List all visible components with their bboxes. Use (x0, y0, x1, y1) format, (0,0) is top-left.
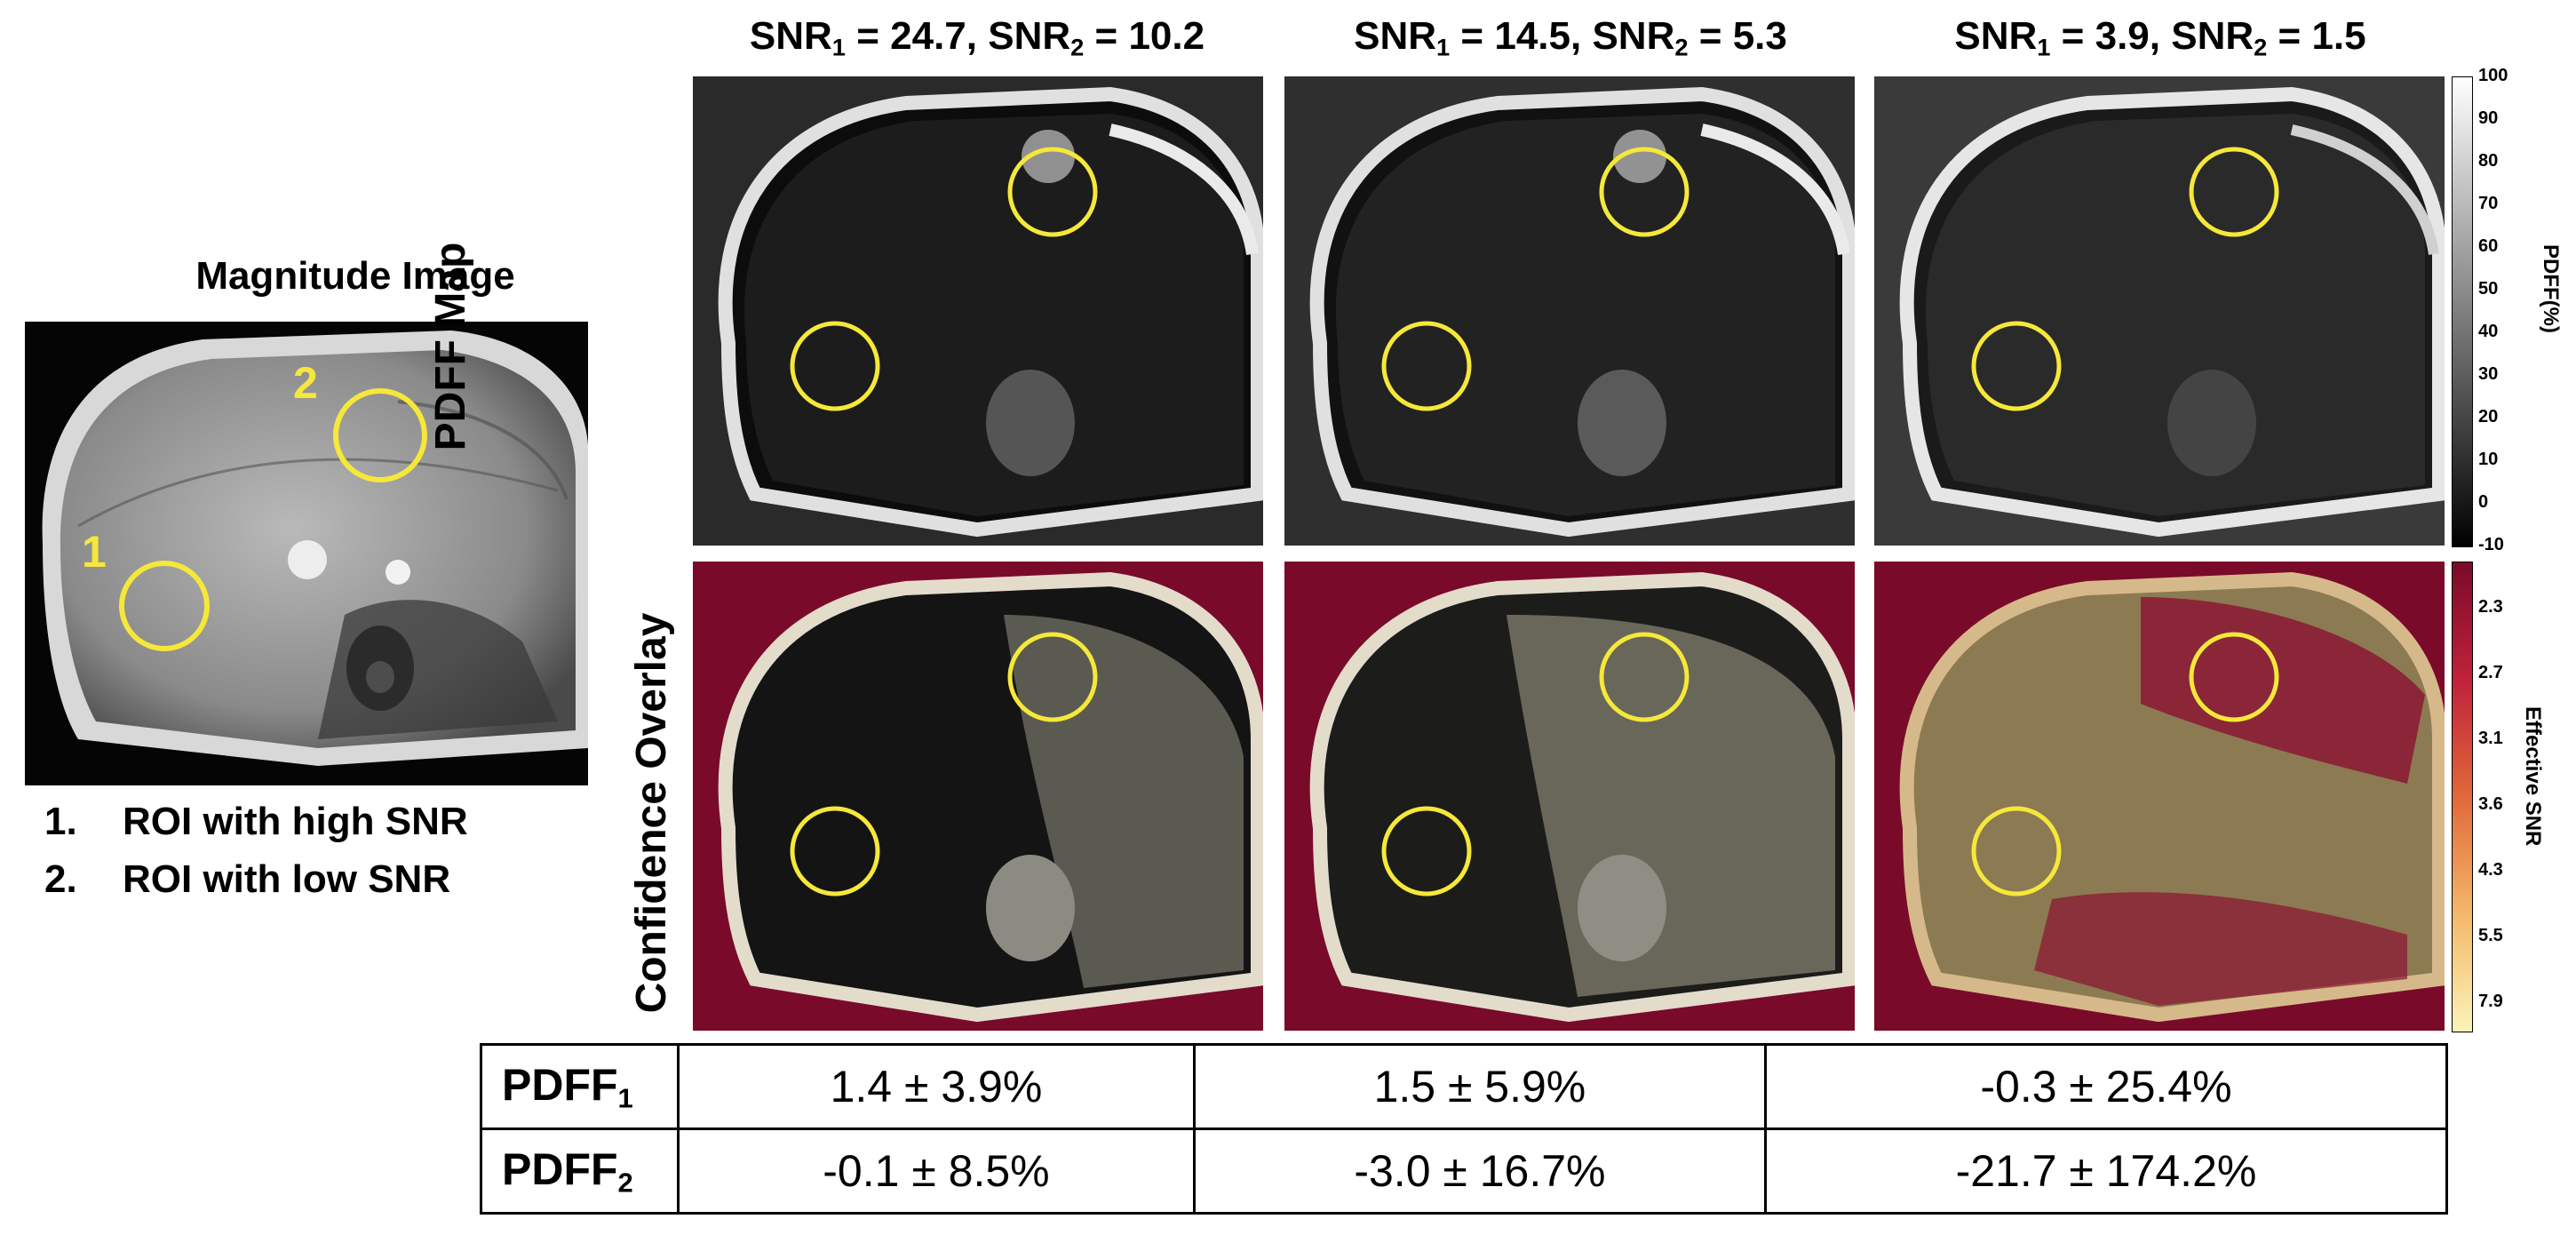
pdff-tick: 20 (2478, 407, 2499, 426)
legend-item-1: 1. ROI with high SNR (44, 800, 468, 844)
table-cell: -3.0 ± 16.7% (1192, 1127, 1767, 1215)
confidence-overlay-panel-2 (1284, 562, 1855, 1031)
snr-tick: 3.6 (2478, 794, 2503, 814)
table-row: PDFF1 1.4 ± 3.9% 1.5 ± 5.9% -0.3 ± 25.4% (480, 1043, 2449, 1130)
pdff-tick: -10 (2478, 535, 2504, 554)
pdff-tick: 50 (2478, 279, 2499, 299)
snr2-value: 1.5 (2311, 14, 2366, 58)
snr-tick: 3.1 (2478, 729, 2503, 748)
roi-circle-2 (2189, 632, 2279, 722)
snr-label: SNR (988, 14, 1071, 58)
roi-circle-2 (1599, 632, 1690, 722)
column-title-1: SNR1 = 24.7, SNR2 = 10.2 (749, 14, 1205, 61)
column-title-2: SNR1 = 14.5, SNR2 = 5.3 (1354, 14, 1787, 61)
roi-circle-2 (1599, 147, 1690, 237)
pdff-tick: 0 (2478, 492, 2489, 512)
table-row: PDFF2 -0.1 ± 8.5% -3.0 ± 16.7% -21.7 ± 1… (480, 1127, 2449, 1215)
pdff-tick: 80 (2478, 151, 2499, 171)
row-label-confidence-overlay: Confidence Overlay (628, 612, 675, 1014)
snr2-value: 5.3 (1732, 14, 1787, 58)
snr-label: SNR (749, 14, 832, 58)
pdff-map-panel-2 (1284, 76, 1855, 546)
roi-circle-2 (1007, 147, 1098, 237)
confidence-overlay-panel-1 (693, 562, 1263, 1031)
snr-label: SNR (1592, 14, 1675, 58)
legend-num: 2. (44, 857, 77, 901)
pdff-colorbar-ticks: 100 90 80 70 60 50 40 30 20 10 0 -10 (2478, 66, 2523, 563)
roi-circle-2 (1007, 632, 1098, 722)
snr-label: SNR (1954, 14, 2038, 58)
pdff-tick: 40 (2478, 322, 2499, 341)
snr-tick: 5.5 (2478, 926, 2503, 945)
pdff-colorbar-title: PDFF(%) (2539, 244, 2563, 333)
snr-colorbar (2452, 562, 2473, 1032)
table-cell: -21.7 ± 174.2% (1763, 1127, 2449, 1215)
magnitude-image (25, 322, 588, 785)
roi-circle-1 (1971, 806, 2062, 896)
legend-num: 1. (44, 800, 77, 843)
legend-text: ROI with high SNR (123, 800, 468, 843)
roi-circle-1 (119, 561, 210, 651)
pdff-results-table: PDFF1 1.4 ± 3.9% 1.5 ± 5.9% -0.3 ± 25.4%… (480, 1043, 2449, 1215)
snr1-value: 24.7 (890, 14, 966, 58)
pdff-tick: 100 (2478, 66, 2508, 85)
pdff-tick: 10 (2478, 450, 2499, 469)
table-cell: -0.1 ± 8.5% (677, 1127, 1196, 1215)
pdff-tick: 70 (2478, 194, 2499, 213)
snr-label: SNR (1354, 14, 1437, 58)
snr-colorbar-ticks: 2.3 2.7 3.1 3.6 4.3 5.5 7.9 (2478, 597, 2523, 1024)
roi-circle-1 (1381, 321, 1472, 411)
snr-label: SNR (2171, 14, 2254, 58)
roi-circle-1 (1381, 806, 1472, 896)
snr-tick: 2.3 (2478, 597, 2503, 617)
snr-tick: 2.7 (2478, 663, 2503, 682)
confidence-overlay-panel-3 (1874, 562, 2445, 1031)
roi-circle-1 (790, 321, 880, 411)
roi-circle-2 (333, 388, 427, 482)
roi-label-1: 1 (82, 527, 107, 577)
snr1-value: 3.9 (2095, 14, 2150, 58)
legend-text: ROI with low SNR (123, 857, 451, 901)
table-row-label: PDFF1 (480, 1043, 680, 1130)
table-cell: 1.4 ± 3.9% (677, 1043, 1196, 1130)
table-cell: 1.5 ± 5.9% (1192, 1043, 1767, 1130)
table-cell: -0.3 ± 25.4% (1763, 1043, 2449, 1130)
roi-circle-2 (2189, 147, 2279, 237)
row-label-pdff-map: PDFF Map (427, 242, 474, 451)
magnitude-roi-overlay (119, 388, 427, 651)
pdff-map-panel-3 (1874, 76, 2445, 546)
pdff-colorbar (2452, 76, 2473, 547)
pdff-tick: 90 (2478, 108, 2499, 128)
magnitude-title: Magnitude Image (195, 254, 515, 298)
snr2-value: 10.2 (1128, 14, 1205, 58)
snr-colorbar-title: Effective SNR (2521, 706, 2545, 847)
pdff-tick: 30 (2478, 364, 2499, 384)
pdff-tick: 60 (2478, 236, 2499, 256)
legend-item-2: 2. ROI with low SNR (44, 857, 450, 902)
pdff-map-panel-1 (693, 76, 1263, 546)
column-title-3: SNR1 = 3.9, SNR2 = 1.5 (1954, 14, 2366, 61)
snr-tick: 4.3 (2478, 860, 2503, 880)
roi-circle-1 (1971, 321, 2062, 411)
snr1-value: 14.5 (1494, 14, 1570, 58)
roi-circle-1 (790, 806, 880, 896)
snr-tick: 7.9 (2478, 992, 2503, 1011)
table-row-label: PDFF2 (480, 1127, 680, 1215)
roi-label-2: 2 (293, 358, 318, 408)
